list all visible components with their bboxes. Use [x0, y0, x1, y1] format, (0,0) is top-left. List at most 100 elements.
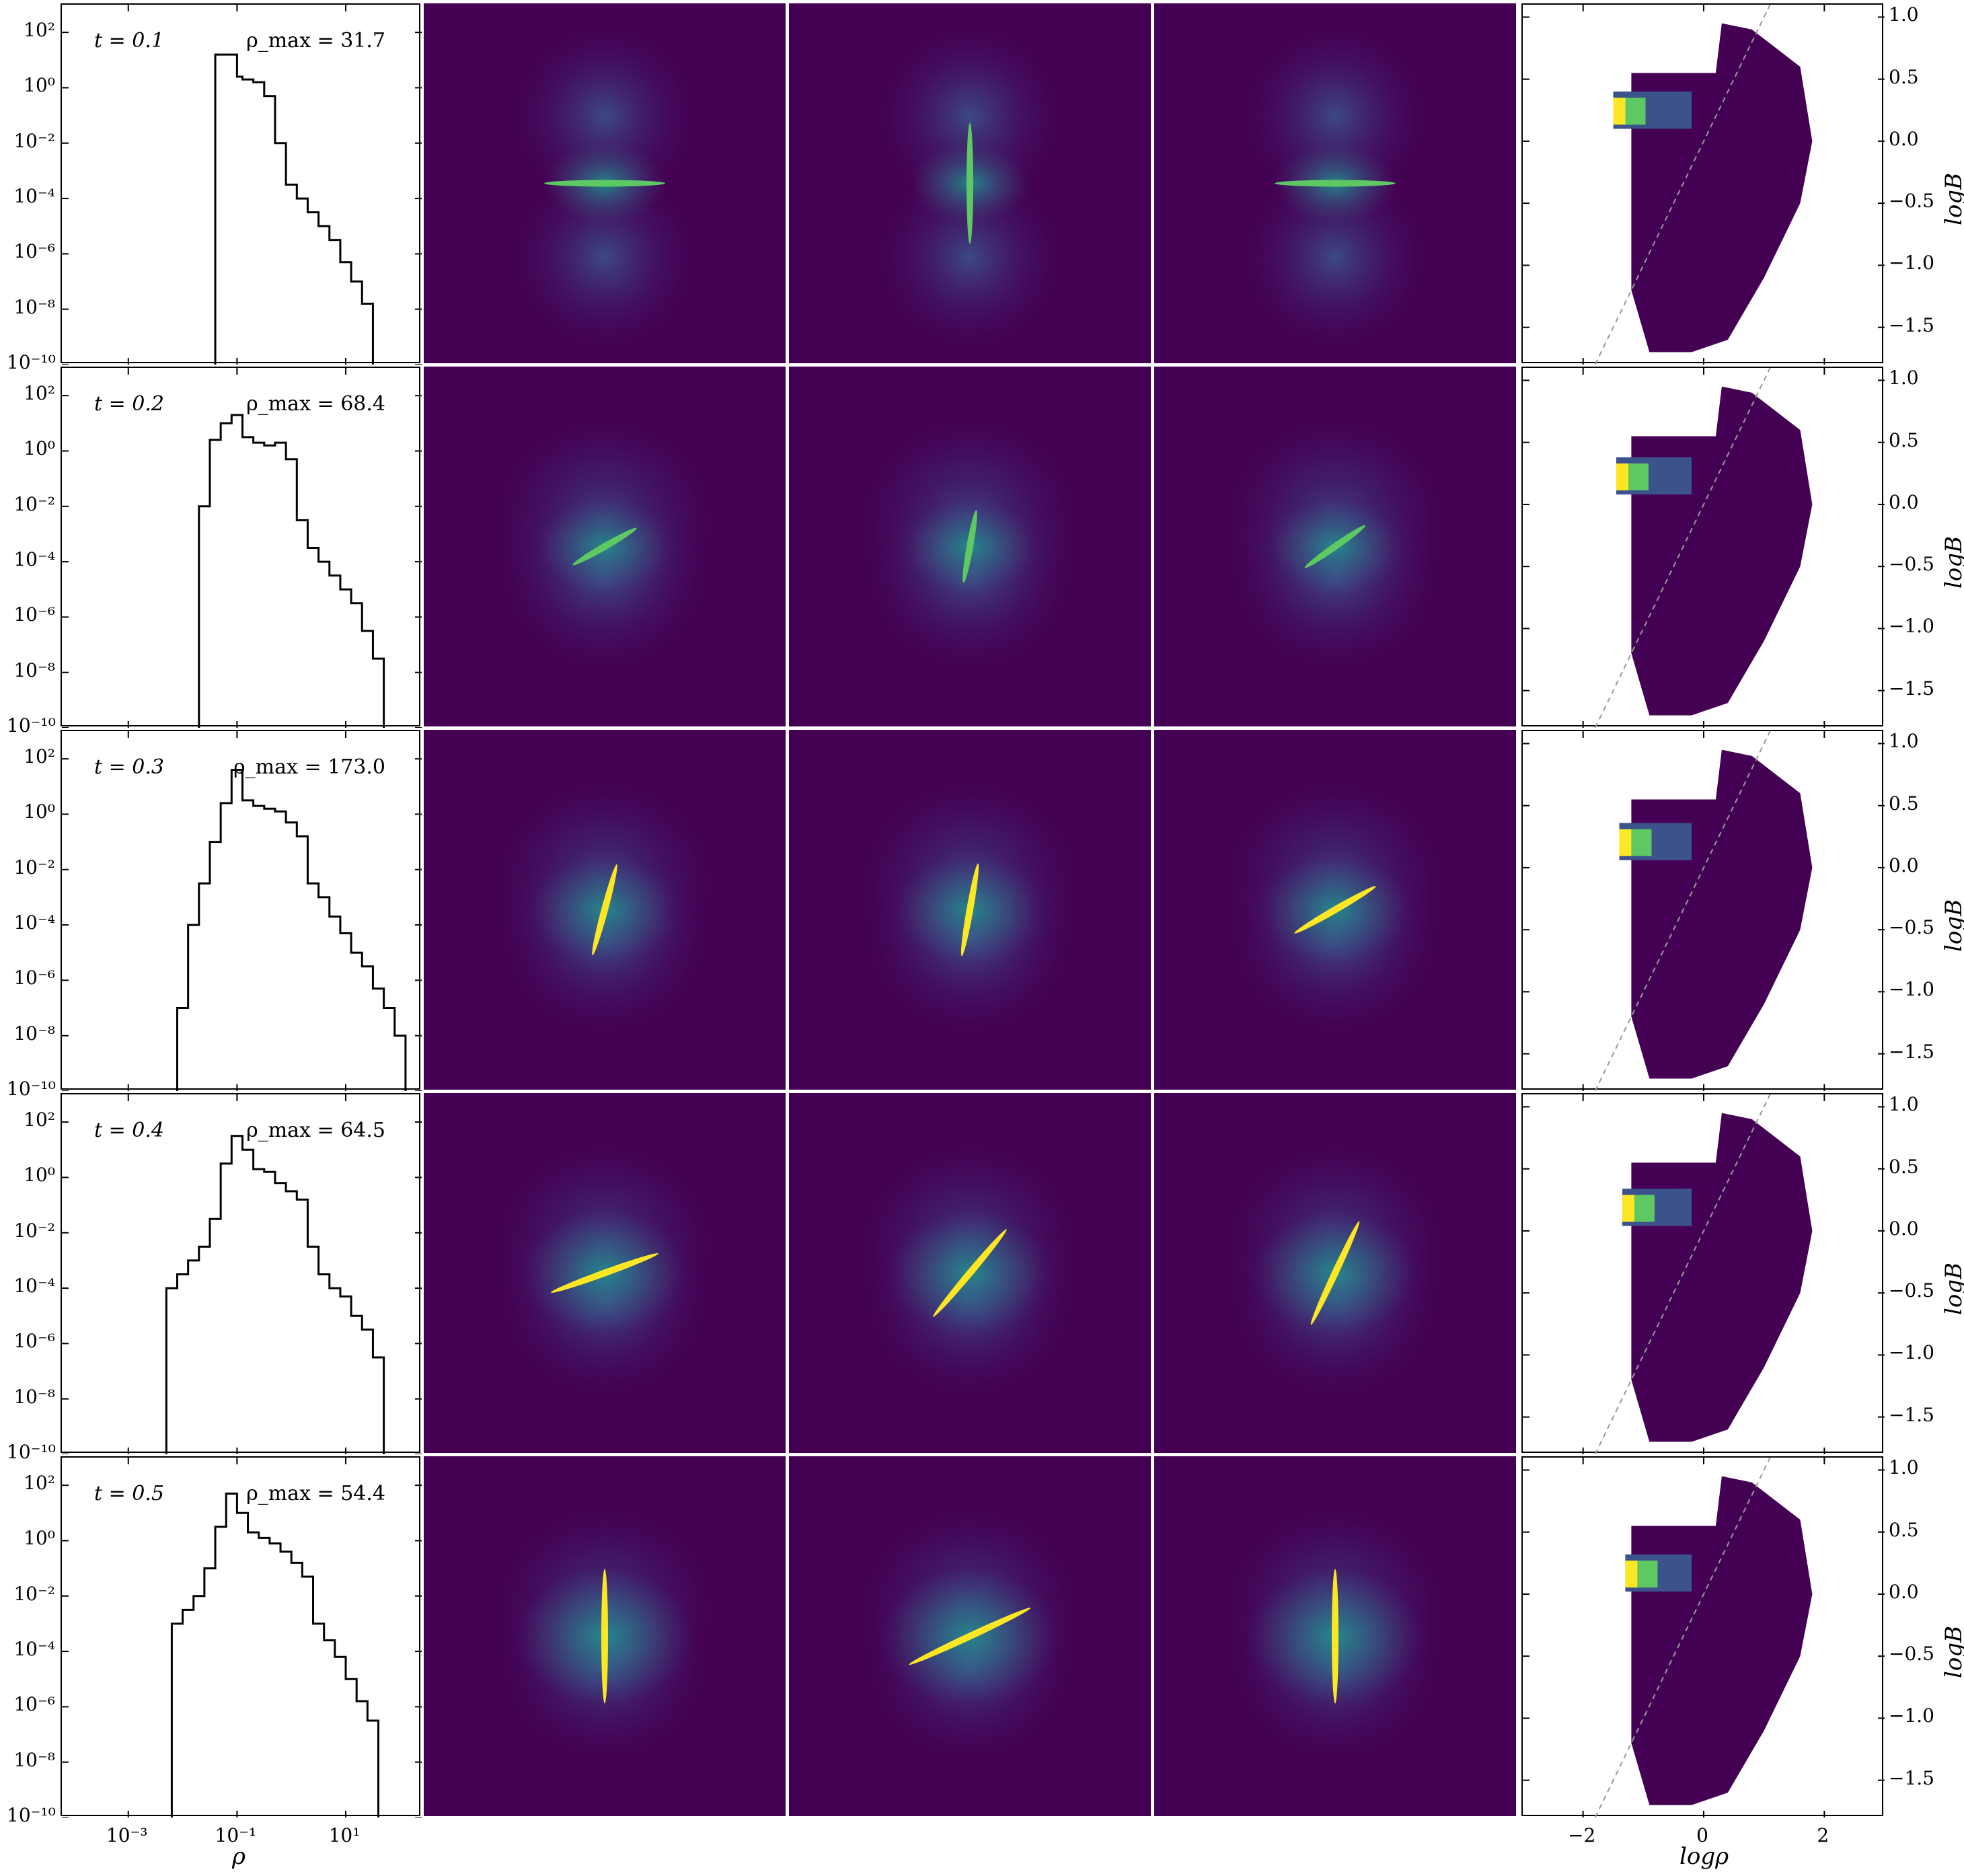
- heatmap-ylabel: logB: [1940, 1262, 1964, 1315]
- heatmap-ytick-label: −0.5: [1889, 1279, 1934, 1302]
- gas-lobe: [869, 156, 1071, 359]
- rho-max-label: ρ_max = 68.4: [246, 392, 385, 416]
- heatmap-ytick-label: 0.0: [1889, 854, 1919, 876]
- heatmap-cell: [1637, 1561, 1658, 1588]
- logB-logrho-heatmap-panel: [1521, 1456, 1885, 1817]
- time-label: t = 0.2: [94, 392, 164, 416]
- hist-ytick-label: 10⁻⁴: [13, 911, 55, 934]
- density-histogram-panel: t = 0.3 ρ_max = 173.0: [61, 730, 422, 1091]
- filament: [1275, 180, 1396, 187]
- heatmap-ytick-label: 0.0: [1889, 490, 1919, 513]
- heatmap-svg: [1523, 731, 1885, 1091]
- filament: [909, 1607, 1031, 1665]
- heatmap-ylabel: logB: [1940, 1625, 1964, 1678]
- heatmap-ytick-label: −1.0: [1889, 252, 1934, 274]
- projection-svg: [849, 1131, 1091, 1408]
- density-histogram-panel: t = 0.5 ρ_max = 54.4: [61, 1456, 422, 1817]
- histogram-step-line: [170, 1493, 380, 1817]
- histogram-svg: [62, 1458, 422, 1817]
- heatmap-ytick-label: −1.5: [1889, 313, 1934, 336]
- heatmap-ytick-label: −1.5: [1889, 1040, 1934, 1063]
- projection-svg: [849, 1495, 1091, 1771]
- heatmap-svg: [1523, 5, 1885, 365]
- heatmap-ytick-label: −1.0: [1889, 615, 1934, 638]
- hist-xlabel: ρ: [232, 1843, 245, 1870]
- density-projection-image: [424, 730, 786, 1090]
- filament: [1310, 1221, 1360, 1325]
- projection-svg: [849, 768, 1091, 1045]
- projection-svg: [1214, 1131, 1456, 1408]
- histogram-svg: [62, 5, 422, 365]
- hist-xtick-label: 10⁻³: [106, 1824, 148, 1846]
- density-histogram-panel: t = 0.2 ρ_max = 68.4: [61, 367, 422, 728]
- hist-ytick-label: 10⁰: [24, 800, 55, 823]
- filament: [967, 122, 973, 244]
- reference-line: [1594, 5, 1771, 365]
- density-histogram-panel: t = 0.4 ρ_max = 64.5: [61, 1093, 422, 1454]
- filament: [1304, 525, 1366, 568]
- heatmap-ytick-label: −1.5: [1889, 1403, 1934, 1426]
- heatmap-ytick-label: −0.5: [1889, 1643, 1934, 1665]
- reference-line: [1594, 1458, 1771, 1817]
- heatmap-ytick-label: 1.0: [1889, 1093, 1919, 1116]
- projection-svg: [1214, 1495, 1456, 1771]
- density-histogram-panel: t = 0.1 ρ_max = 31.7: [61, 3, 422, 365]
- logB-logrho-heatmap-panel: [1521, 1093, 1885, 1454]
- histogram-step-line: [176, 769, 407, 1091]
- density-projection-image: [1154, 1456, 1516, 1816]
- hist-ytick-label: 10⁻⁶: [13, 240, 55, 263]
- time-label: t = 0.4: [94, 1119, 164, 1142]
- projection-svg: [869, 15, 1071, 359]
- heatmap-ytick-label: 0.5: [1889, 428, 1919, 451]
- heatmap-ylabel: logB: [1940, 172, 1964, 225]
- filament: [592, 864, 617, 956]
- filament: [572, 527, 637, 566]
- heatmap-ytick-label: −0.5: [1889, 553, 1934, 576]
- heatmap-ytick-label: −1.5: [1889, 677, 1934, 700]
- heatmap-peak: [1619, 829, 1632, 856]
- histogram-step-line: [198, 414, 385, 728]
- filament: [601, 1569, 608, 1704]
- heatmap-xlabel: logρ: [1679, 1843, 1729, 1870]
- hist-ytick-label: 10⁻⁴: [13, 1638, 55, 1661]
- projection-svg: [484, 1495, 726, 1771]
- heatmap-svg: [1523, 1458, 1885, 1817]
- hist-ytick-label: 10⁻²: [13, 856, 55, 878]
- hist-ytick-label: 10⁰: [24, 1527, 55, 1550]
- projection-svg: [1234, 15, 1436, 359]
- rho-max-label: ρ_max = 173.0: [233, 755, 385, 779]
- heatmap-svg: [1523, 1094, 1885, 1454]
- hist-ytick-label: 10⁻⁴: [13, 548, 55, 571]
- hist-ytick-label: 10⁻²: [13, 129, 55, 152]
- heatmap-body: [1631, 23, 1813, 352]
- hist-ytick-label: 10⁻²: [13, 1219, 55, 1242]
- heatmap-ytick-label: 0.5: [1889, 1155, 1919, 1178]
- heatmap-ylabel: logB: [1940, 899, 1964, 952]
- density-projection-image: [1154, 367, 1516, 726]
- density-projection-image: [424, 367, 786, 726]
- filament: [933, 1229, 1007, 1317]
- hist-ytick-label: 10⁻¹⁰: [7, 1441, 56, 1463]
- density-projection-image: [789, 3, 1151, 363]
- heatmap-ytick-label: 1.0: [1889, 3, 1919, 26]
- hist-ytick-label: 10⁰: [24, 437, 55, 460]
- density-projection-image: [789, 1093, 1151, 1453]
- heatmap-svg: [1523, 368, 1885, 728]
- heatmap-ytick-label: −1.0: [1889, 978, 1934, 1001]
- heatmap-cell: [1625, 98, 1646, 125]
- heatmap-body: [1631, 1476, 1813, 1805]
- filament: [1332, 1569, 1338, 1704]
- hist-ytick-label: 10⁰: [24, 1164, 55, 1187]
- hist-ytick-label: 10⁻⁴: [13, 185, 55, 208]
- logB-logrho-heatmap-panel: [1521, 367, 1885, 728]
- hist-ytick-label: 10⁻⁸: [13, 295, 55, 318]
- reference-line: [1594, 368, 1771, 728]
- heatmap-ytick-label: 0.0: [1889, 1217, 1919, 1240]
- heatmap-ytick-label: 0.5: [1889, 65, 1919, 88]
- hist-ytick-label: 10²: [24, 19, 55, 42]
- hist-ytick-label: 10⁻⁸: [13, 1748, 55, 1771]
- filament: [1294, 886, 1376, 934]
- hist-ytick-label: 10⁻⁸: [13, 1022, 55, 1045]
- time-label: t = 0.1: [94, 29, 164, 52]
